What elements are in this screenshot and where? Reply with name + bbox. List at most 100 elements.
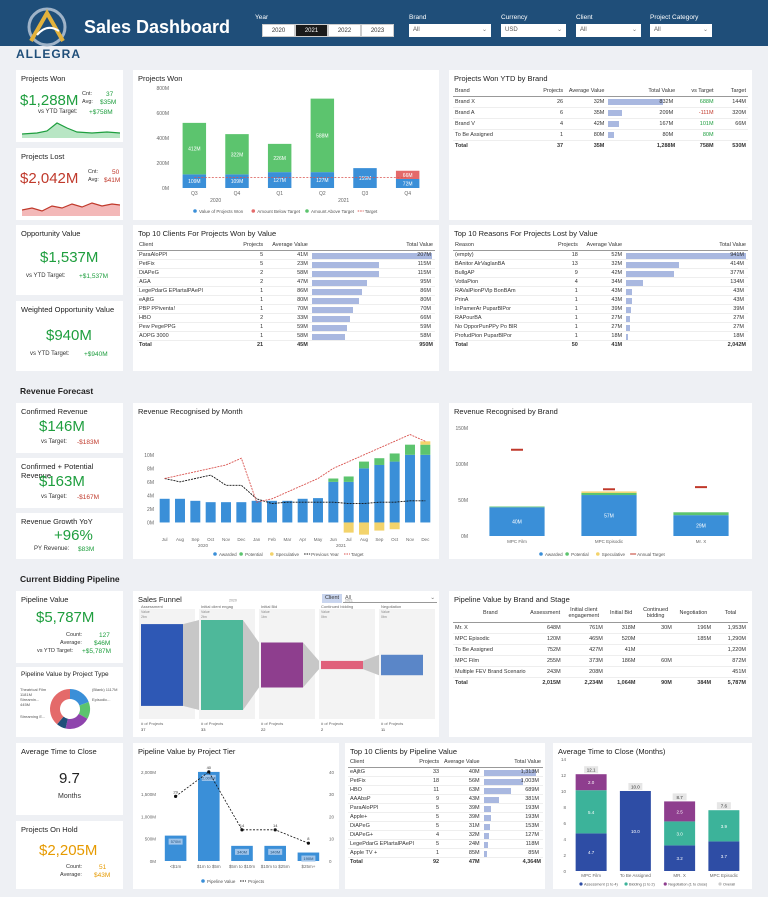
column-header[interactable]: Client <box>137 240 236 251</box>
table-cell: 58M <box>265 268 310 278</box>
column-header[interactable]: Average Value <box>579 240 625 251</box>
table-row[interactable]: Brand X 26 32M 832M 688M 144M <box>453 96 748 108</box>
funnel-client-button[interactable]: Client <box>322 594 342 603</box>
column-header[interactable]: Projects <box>550 240 580 251</box>
table-row[interactable]: (empty) 18 52M 941M <box>453 250 748 260</box>
column-header[interactable]: Initial Bid <box>604 604 638 623</box>
table-row[interactable]: ParaAloPPl 5 39M 193M <box>348 803 543 813</box>
table-row[interactable]: Pew PegePPG 1 59M 59M <box>137 322 435 332</box>
column-header[interactable]: Negotiation <box>673 604 714 623</box>
table-row[interactable]: DiAPeG+ 4 32M 127M <box>348 830 543 840</box>
year-btn-2022[interactable]: 2022 <box>328 24 361 37</box>
table-row[interactable]: RAPourBA 1 27M 27M <box>453 313 748 323</box>
column-header[interactable]: Client <box>348 757 416 768</box>
table-row[interactable]: PetFix 5 23M 115M <box>137 259 435 269</box>
table-cell: 115M <box>309 259 435 269</box>
table-cell: 186M <box>604 655 638 667</box>
table-row[interactable]: To Be Assigned 1 80M 80M 80M <box>453 129 748 141</box>
table-row[interactable]: Brand V 4 42M 167M 101M 66M <box>453 118 748 130</box>
cnt-value: 37 <box>106 91 114 98</box>
table-row[interactable]: eAjltG 1 80M 80M <box>137 295 435 305</box>
column-header[interactable]: Average Value <box>565 86 607 97</box>
year-btn-2023[interactable]: 2023 <box>361 24 394 37</box>
card-title: Average Time to Close <box>21 747 97 756</box>
table-cell <box>637 644 674 656</box>
currency-dropdown[interactable]: USD ⌄ <box>501 24 566 37</box>
column-header[interactable]: Total Value <box>606 86 678 97</box>
table-row[interactable]: ParaAloPPl 5 41M 207M <box>137 250 435 260</box>
table-row[interactable]: DiAPeG 5 31M 153M <box>348 821 543 831</box>
cell-value: 207M <box>417 251 431 258</box>
funnel-card: Sales Funnel Client All ⌄ Assessment Value… <box>133 591 439 737</box>
table-row[interactable]: HBO 11 63M 689M <box>348 785 543 795</box>
column-header[interactable]: Projects <box>235 240 266 251</box>
column-header[interactable]: Total Value <box>481 757 543 768</box>
column-header[interactable]: Projects <box>415 757 442 768</box>
column-header[interactable]: Target <box>715 86 748 97</box>
table-row[interactable]: Multiple FEV Brand Scenario 243M 208M 451M <box>453 666 748 678</box>
table-row[interactable]: AAAbsP 9 43M 381M <box>348 794 543 804</box>
table-row[interactable]: No OpporPunPPy Po BlR 1 27M 27M <box>453 322 748 332</box>
table-cell: 207M <box>309 250 435 260</box>
avg-value: $35M <box>100 99 117 106</box>
bar-potential <box>489 506 545 508</box>
year-btn-2021[interactable]: 2021 <box>295 24 328 37</box>
table-row[interactable]: Apple TV +1 85M 85M <box>348 848 543 858</box>
table-row[interactable]: Apple+ 5 39M 193M <box>348 812 543 822</box>
column-header[interactable]: Total Value <box>309 240 435 251</box>
table-row[interactable]: Brand A 6 35M 209M -111M 320M <box>453 107 748 119</box>
column-header[interactable]: Total <box>713 604 748 623</box>
table-row[interactable]: AGA 2 47M 95M <box>137 277 435 287</box>
value-bar <box>311 288 363 294</box>
column-header[interactable]: Total Value <box>624 240 748 251</box>
table-row[interactable]: LegePdarG EPlartalPAePl 1 86M 86M <box>137 286 435 296</box>
table-row[interactable]: InPamerAr PuparBlPor 1 39M 39M <box>453 304 748 314</box>
column-header[interactable]: Average Value <box>265 240 310 251</box>
data-label-bg <box>301 855 316 862</box>
bar-awarded <box>489 507 545 536</box>
data-label: 4.7 <box>588 850 595 855</box>
column-header[interactable]: Average Value <box>441 757 482 768</box>
table-row[interactable]: PetFix 18 56M 1,003M <box>348 776 543 786</box>
cell-value: 66M <box>420 314 431 321</box>
top-clients-table: Client Projects Average Value Total Value Pa… <box>137 240 435 349</box>
table-row[interactable]: Mr. X 648M 761M 318M 30M 196M 1,953M <box>453 622 748 634</box>
table-row[interactable]: MPC Film 255M 373M 186M 60M 872M <box>453 655 748 667</box>
table-row[interactable]: BAnitor AlrVaglanBA 13 32M 414M <box>453 259 748 269</box>
column-header[interactable]: Brand <box>453 86 536 97</box>
cell-value: 80M <box>420 296 431 303</box>
funnel-client-dropdown[interactable]: All ⌄ <box>343 594 437 603</box>
table-row[interactable]: HBO 2 33M 66M <box>137 313 435 323</box>
brand-dropdown[interactable]: All ⌄ <box>409 24 491 37</box>
table-row[interactable]: ProfudPion PuparBlPor 1 18M 18M <box>453 331 748 341</box>
column-header[interactable]: vs Target <box>677 86 716 97</box>
table-row[interactable]: PBP PPiventa! 1 70M 70M <box>137 304 435 314</box>
value-bar <box>608 109 623 116</box>
column-header[interactable]: Initial client engagement <box>562 604 605 623</box>
column-header[interactable]: Projects <box>535 86 566 97</box>
bar-segment <box>664 845 696 871</box>
table-row[interactable]: To Be Assigned 752M 427M 41M 1,220M <box>453 644 748 656</box>
table-cell: 43M <box>579 295 625 305</box>
data-label: 190M <box>303 856 313 861</box>
client-dropdown[interactable]: All ⌄ <box>576 24 641 37</box>
table-row[interactable]: PrinA 1 43M 43M <box>453 295 748 305</box>
table-row[interactable]: AOPG 3000 1 58M 58M <box>137 331 435 341</box>
table-row[interactable]: DiAPeG 2 58M 115M <box>137 268 435 278</box>
column-header[interactable]: Brand <box>453 604 528 623</box>
table-row[interactable]: LegePdarG EPlartalPAePl 5 24M 118M <box>348 839 543 849</box>
table-row[interactable]: MPC Episodic 120M 465M 520M 185M 1,290M <box>453 633 748 645</box>
table-row[interactable]: VotlaPion 4 34M 134M <box>453 277 748 287</box>
x-tick-label: MPC Episodic <box>710 873 739 878</box>
stage-label: Initial Bid <box>261 604 277 609</box>
cell-value: 381M <box>525 795 539 802</box>
avg-label: Average: <box>60 640 82 646</box>
table-row[interactable]: RAValPionPVlp BonBAm 1 43M 43M <box>453 286 748 296</box>
column-header[interactable]: Continued bidding <box>637 604 674 623</box>
category-dropdown[interactable]: All ⌄ <box>650 24 712 37</box>
column-header[interactable]: Reason <box>453 240 551 251</box>
year-btn-2020[interactable]: 2020 <box>262 24 295 37</box>
column-header[interactable]: Assessment <box>527 604 563 623</box>
table-row[interactable]: eAjltG 33 40M 1,313M <box>348 767 543 777</box>
table-row[interactable]: BullgAP 9 42M 377M <box>453 268 748 278</box>
